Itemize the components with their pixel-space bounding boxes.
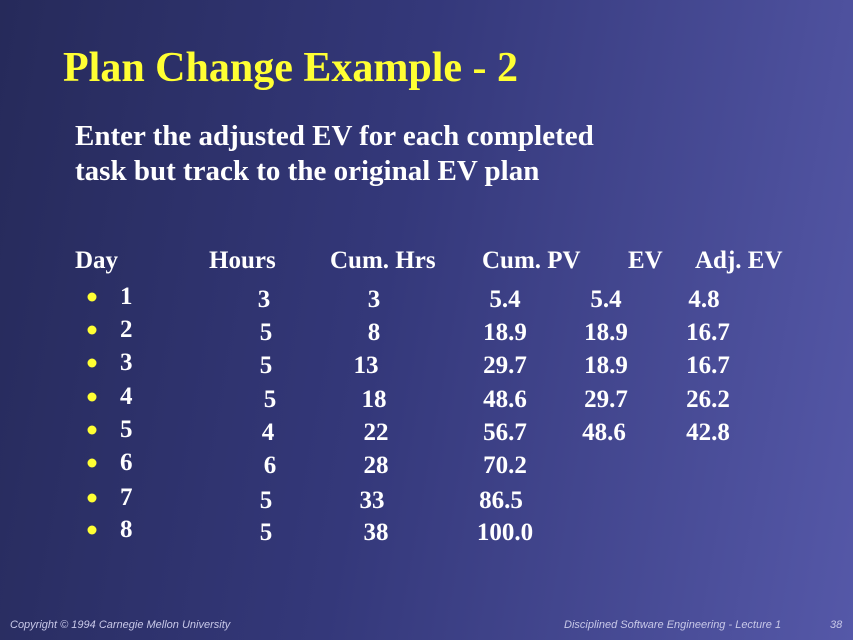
table-cell: 18.9 <box>584 319 628 346</box>
copyright: Copyright © 1994 Carnegie Mellon Univers… <box>10 619 231 631</box>
table-cell: 16.7 <box>686 352 730 379</box>
subtitle-line: Enter the adjusted EV for each completed <box>75 120 594 152</box>
table-cell: 48.6 <box>582 419 626 446</box>
table-cell: 38 <box>363 519 389 546</box>
column-header: Cum. PV <box>482 247 581 274</box>
table-cell: 42.8 <box>686 419 730 446</box>
bullet <box>87 325 97 335</box>
table-cell: 18.9 <box>584 352 628 379</box>
table-cell: 48.6 <box>483 386 527 413</box>
bullet <box>87 458 97 468</box>
table-cell: 4 <box>261 419 275 446</box>
table-cell: 5 <box>263 386 277 413</box>
table-cell: 5 <box>259 352 273 379</box>
row-label: 4 <box>120 383 133 410</box>
table-cell: 8 <box>367 319 381 346</box>
table-cell: 16.7 <box>686 319 730 346</box>
table-cell: 3 <box>367 286 381 313</box>
row-label: 3 <box>120 349 133 376</box>
table-cell: 5.4 <box>590 286 622 313</box>
table-cell: 18.9 <box>483 319 527 346</box>
page-number: 38 <box>830 619 843 631</box>
column-header: Cum. Hrs <box>330 247 436 274</box>
table-cell: 5 <box>259 319 273 346</box>
course: Disciplined Software Engineering - Lectu… <box>564 619 782 631</box>
bullet <box>87 493 97 503</box>
table-cell: 28 <box>363 452 389 479</box>
subtitle-line: task but track to the original EV plan <box>75 155 540 187</box>
row-label: 8 <box>120 516 133 543</box>
table-cell: 70.2 <box>483 452 527 479</box>
table-cell: 86.5 <box>479 487 523 514</box>
bullet <box>87 358 97 368</box>
column-header: EV <box>628 247 663 274</box>
table-cell: 29.7 <box>584 386 628 413</box>
column-header: Adj. EV <box>695 247 783 274</box>
table-cell: 26.2 <box>686 386 730 413</box>
row-label: 1 <box>120 283 133 310</box>
table-cell: 5.4 <box>489 286 521 313</box>
column-header: Hours <box>209 247 276 274</box>
table-cell: 3 <box>257 286 271 313</box>
table-cell: 13 <box>353 352 379 379</box>
bullet <box>87 292 97 302</box>
table-cell: 56.7 <box>483 419 527 446</box>
table-cell: 5 <box>259 487 273 514</box>
table-cell: 33 <box>359 487 385 514</box>
bullet <box>87 425 97 435</box>
row-label: 2 <box>120 316 133 343</box>
table-cell: 22 <box>363 419 389 446</box>
bullet <box>87 525 97 535</box>
table-cell: 100.0 <box>476 519 534 546</box>
row-label: 5 <box>120 416 133 443</box>
column-header: Day <box>75 247 119 274</box>
row-label: 7 <box>120 484 133 511</box>
slide-title: Plan Change Example - 2 <box>63 45 519 91</box>
row-label: 6 <box>120 449 133 476</box>
table-cell: 18 <box>361 386 387 413</box>
bullet <box>87 392 97 402</box>
table-cell: 5 <box>259 519 273 546</box>
table-cell: 6 <box>263 452 277 479</box>
table-cell: 29.7 <box>483 352 527 379</box>
table-cell: 4.8 <box>688 286 720 313</box>
